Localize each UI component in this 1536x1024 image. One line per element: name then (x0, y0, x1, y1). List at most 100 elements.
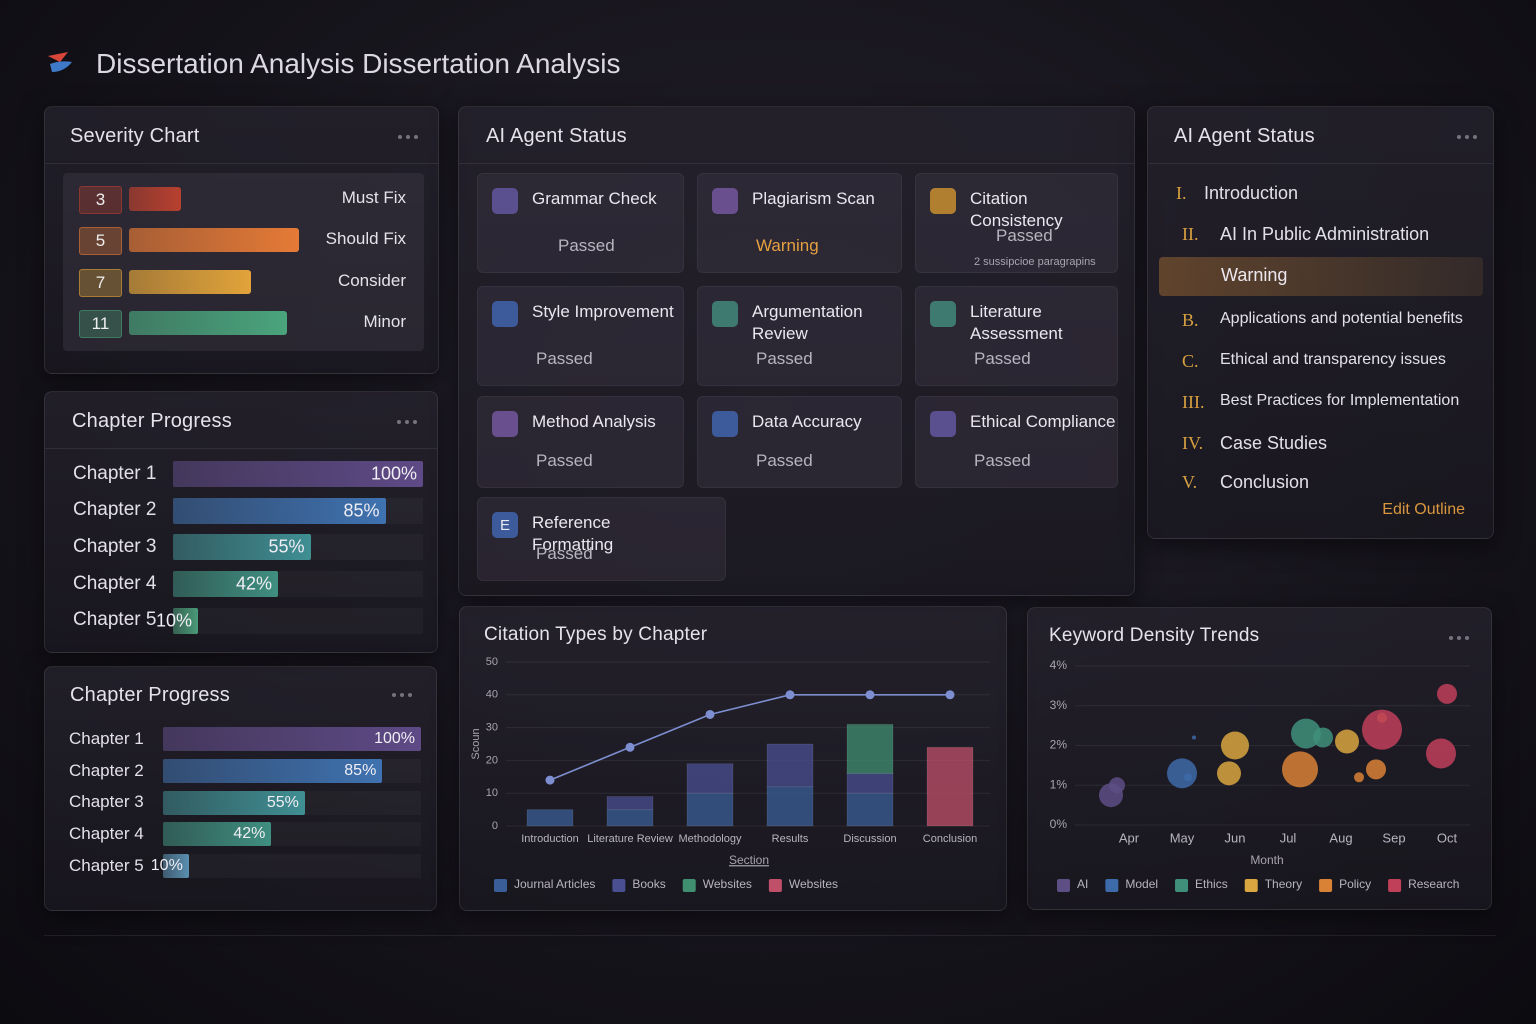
severity-label: Minor (363, 311, 406, 331)
panel-title: Chapter Progress (70, 684, 230, 706)
progress-value: 10% (150, 857, 183, 875)
severity-count: 7 (79, 268, 122, 297)
agent-title: Literature Assessment (970, 302, 1063, 343)
agent-card: Data Accuracy Passed (697, 396, 902, 488)
agent-card: Plagiarism Scan Warning (697, 173, 902, 273)
agent-status: Passed (536, 544, 593, 563)
outline-text: Introduction (1204, 183, 1299, 203)
progress-value: 55% (268, 536, 305, 557)
menu-dots[interactable] (1457, 135, 1477, 139)
progress-value: 10% (155, 610, 192, 631)
severity-bar (129, 228, 299, 253)
agent-icon (492, 411, 518, 437)
agent-status: Passed (536, 349, 593, 368)
agent-status: Passed (558, 236, 615, 255)
panel-title: Chapter Progress (72, 410, 232, 432)
severity-count: 5 (79, 227, 122, 256)
agent-icon: E (492, 512, 518, 538)
outline-panel: AI Agent Status Edit Outline I. Introduct… (1147, 106, 1494, 539)
chapter-label: Chapter 3 (73, 536, 157, 557)
progress-bar: 85% (173, 497, 386, 524)
agent-status: Passed (996, 226, 1053, 245)
severity-count: 11 (79, 309, 122, 338)
chapter-label: Chapter 2 (73, 499, 157, 521)
severity-label: Consider (337, 270, 406, 290)
agent-status: Passed (974, 451, 1031, 470)
progress-bar: 10% (151, 854, 189, 879)
severity-bar (129, 269, 251, 294)
divider (45, 448, 437, 449)
agent-status: Passed (756, 451, 813, 470)
progress-value: 85% (344, 761, 377, 779)
outline-marker: IV. (1182, 433, 1204, 453)
edit-outline-link[interactable]: Edit Outline (1382, 501, 1465, 518)
progress-value: 55% (266, 793, 299, 811)
outline-text: Best Practices for Implementation (1220, 392, 1460, 409)
chart-title: Keyword Density Trends (1049, 625, 1260, 646)
agent-icon (712, 301, 738, 327)
progress-value: 100% (374, 730, 415, 747)
agent-title: Data Accuracy (752, 412, 862, 431)
agent-card: E Reference Formatting Passed (477, 497, 726, 581)
outline-marker: V. (1182, 472, 1198, 492)
agent-card: Ethical Compliance Passed (915, 396, 1118, 488)
severity-count: 3 (79, 186, 122, 214)
agent-icon (492, 188, 518, 214)
panel-title: AI Agent Status (1174, 125, 1315, 147)
agent-icon (930, 411, 956, 437)
agent-icon (930, 188, 956, 214)
severity-label: Must Fix (341, 188, 406, 207)
keyword-chart-panel: Keyword Density Trends (1027, 607, 1492, 910)
divider (459, 163, 1134, 164)
progress-bar: 42% (163, 822, 272, 847)
agent-card: Citation Consistency Passed 2 sussipcioe p… (915, 173, 1118, 273)
progress-bar: 55% (163, 790, 305, 815)
severity-label: Should Fix (325, 229, 406, 249)
chapter-label: Chapter 3 (69, 792, 144, 812)
chapter-label: Chapter 5 (69, 856, 144, 875)
divider (45, 163, 438, 164)
menu-dots[interactable] (398, 135, 418, 139)
progress-bar: 100% (163, 727, 421, 751)
panel-title: AI Agent Status (486, 125, 627, 147)
agent-title: Reference Formatting (532, 513, 614, 554)
chapter-label: Chapter 4 (73, 572, 157, 594)
outline-text: AI In Public Administration (1220, 224, 1430, 244)
outline-text: Case Studies (1220, 433, 1328, 453)
agent-title: Citation Consistency (970, 189, 1063, 230)
agent-title: Ethical Compliance (970, 412, 1116, 431)
progress-value: 85% (343, 500, 380, 521)
menu-dots[interactable] (397, 420, 417, 424)
progress-track (173, 608, 423, 634)
progress-bar: 10% (156, 607, 198, 634)
agent-status-panel: AI Agent Status Grammar Check Passed Plagi… (458, 106, 1135, 596)
menu-dots[interactable] (392, 693, 412, 697)
page-title: Dissertation Analysis Dissertation Analy… (96, 48, 621, 79)
chapter-label: Chapter 5 (73, 609, 157, 631)
agent-status: Passed (974, 349, 1031, 368)
agent-card: Style Improvement Passed (477, 286, 684, 386)
progress-bar: 55% (173, 534, 311, 561)
agent-icon (712, 411, 738, 437)
progress-bar: 85% (163, 758, 383, 783)
chapter-progress-panel: Chapter Progress Chapter 1 100% Chapter 2 8… (44, 666, 437, 911)
outline-text: Conclusion (1220, 472, 1310, 492)
progress-value: 42% (233, 825, 266, 843)
agent-status: Warning (756, 236, 819, 255)
progress-bar: 100% (173, 461, 423, 487)
outline-text: Warning (1221, 265, 1288, 285)
menu-dots[interactable] (1449, 636, 1469, 640)
agent-note: 2 sussipcioe paragrapins (974, 256, 1096, 268)
chapter-label: Chapter 1 (69, 728, 144, 748)
outline-highlight (1159, 257, 1483, 296)
app-logo (48, 52, 72, 72)
agent-title: Method Analysis (532, 412, 656, 431)
agent-status: Passed (756, 349, 813, 368)
outline-marker: I. (1176, 183, 1187, 203)
agent-card: Argumentation Review Passed (697, 286, 902, 386)
agent-icon (492, 301, 518, 327)
progress-value: 42% (235, 573, 272, 594)
panel-title: Severity Chart (70, 125, 200, 147)
agent-card: Grammar Check Passed (477, 173, 684, 273)
outline-marker: C. (1182, 351, 1199, 371)
